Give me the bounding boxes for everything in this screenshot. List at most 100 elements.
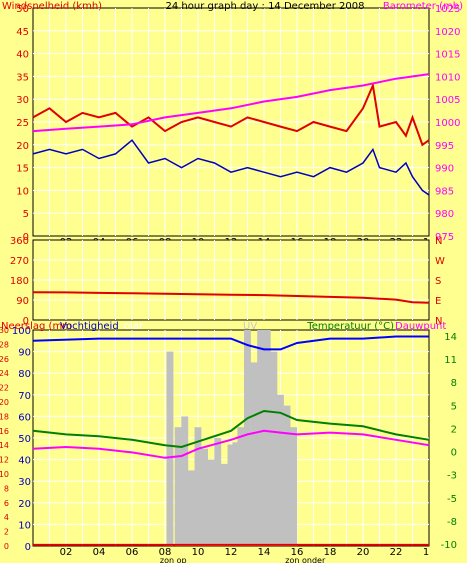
barometer-y-tick-label: 1015 [435,50,460,61]
barometer-y-tick-label: 990 [435,164,454,175]
rain-y-tick-label: 10 [0,470,9,479]
barometer-y-tick-label: 980 [435,209,454,220]
uv-bar [166,351,174,546]
x-tick-label: 08 [159,547,172,558]
compass-tick-label: N [435,316,442,327]
uv-bar [174,427,182,546]
humidity-y-tick-label: 90 [18,348,31,359]
barometer-y-tick-label: 985 [435,186,454,197]
panel-2-grid [33,240,429,320]
solar-label: olar [124,321,144,332]
uv-bar [283,405,291,546]
x-tick-label: 20 [357,547,370,558]
humidity-y-tick-label: 10 [18,520,31,531]
series-line [32,73,430,133]
dewpoint-label: Dauwpunt [395,321,446,332]
rain-y-tick-label: 0 [4,542,9,551]
temperature-y-tick-label: 14 [444,332,457,343]
barometer-y-tick-label: 975 [435,232,454,243]
x-tick-label: 22 [390,547,403,558]
series-line [32,81,430,147]
uv-bar [257,330,265,546]
temperature-y-tick-label: 0 [451,448,457,459]
panel-3-axes: 0246810121416182022242628300102030405060… [0,326,457,563]
uv-label: UV [243,321,257,332]
humidity-y-tick-label: 80 [18,369,31,380]
direction-y-tick-label: 270 [10,256,29,267]
wind-y-tick-label: 25 [16,118,29,129]
rain-y-tick-label: 30 [0,326,9,335]
rain-y-tick-label: 18 [0,412,9,421]
rain-y-tick-label: 24 [0,369,9,378]
rain-y-tick-label: 12 [0,456,9,465]
panel-1-grid [33,8,429,236]
direction-y-tick-label: 180 [10,276,29,287]
wind-y-tick-label: 35 [16,72,29,83]
x-tick-label: 14 [258,547,271,558]
uv-bar [270,351,278,546]
direction-y-tick-label: 0 [23,316,29,327]
temperature-y-tick-label: -8 [447,517,457,528]
humidity-y-tick-label: 40 [18,456,31,467]
rain-y-tick-label: 4 [4,513,9,522]
rain-y-tick-label: 20 [0,398,9,407]
rain-label: Neerslag (mm [1,321,72,332]
temperature-y-tick-label: 5 [451,401,457,412]
x-tick-label: 10 [192,547,205,558]
rain-y-tick-label: 6 [4,499,9,508]
barometer-axis-label: Barometer (mb) [383,1,463,12]
humidity-y-tick-label: 0 [25,542,31,553]
uv-bar [250,362,258,546]
wind-axis-label: Windsnelheid (kmh) [2,1,102,12]
wind-y-tick-label: 5 [23,209,29,220]
wind-y-tick-label: 30 [16,95,29,106]
rain-y-tick-label: 28 [0,340,9,349]
uv-bar [232,442,240,546]
temperature-y-tick-label: 11 [444,355,457,366]
rain-y-tick-label: 2 [4,528,9,537]
humidity-y-tick-label: 20 [18,499,31,510]
wind-y-tick-label: 15 [16,164,29,175]
compass-tick-label: E [435,296,441,307]
humidity-y-tick-label: 70 [18,391,31,402]
uv-bar [227,444,235,546]
chart-title: 24 hour graph day : 14 December 2008 [166,1,365,12]
compass-tick-label: W [435,256,445,267]
wind-y-tick-label: 20 [16,141,29,152]
uv-bar [194,427,202,546]
temperature-y-tick-label: -3 [447,471,457,482]
sunrise-label: zon op [160,556,187,563]
rain-y-tick-label: 8 [4,484,9,493]
wind-y-tick-label: 45 [16,27,29,38]
x-tick-label: 06 [126,547,139,558]
uv-bar [244,330,251,546]
uv-bar [201,448,208,546]
temperature-y-tick-label: -5 [447,494,457,505]
x-tick-label: 12 [225,547,238,558]
wind-y-tick-label: 40 [16,50,29,61]
rain-y-tick-label: 16 [0,427,9,436]
wind-y-tick-label: 0 [23,232,29,243]
x-tick-label: 16 [291,547,304,558]
humidity-y-tick-label: 60 [18,412,31,423]
humidity-y-tick-label: 100 [12,326,31,337]
uv-bar [207,459,215,546]
sunset-label: zon onder [285,556,326,563]
series-line [32,335,429,351]
barometer-y-tick-label: 995 [435,141,454,152]
x-tick-label: 1 [423,547,429,558]
direction-y-tick-label: 90 [16,296,29,307]
temperature-label: Temperatuur (°C) [306,321,394,332]
barometer-y-tick-label: 1025 [435,4,460,15]
rain-y-tick-label: 22 [0,384,9,393]
wind-y-tick-label: 10 [16,186,29,197]
x-tick-label: 02 [60,547,73,558]
panel-1-series [32,73,430,196]
uv-bar [220,463,228,546]
series-line [32,429,430,459]
rain-y-tick-label: 14 [0,441,9,450]
compass-tick-label: S [435,276,441,287]
series-line [32,139,430,196]
